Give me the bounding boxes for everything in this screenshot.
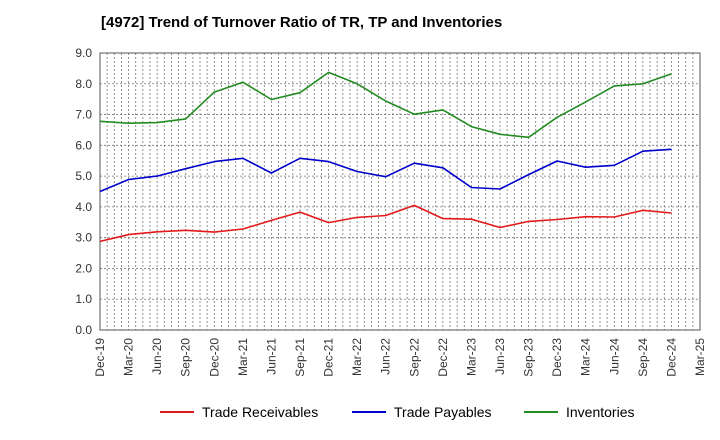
x-tick-label: Sep-21 [293,338,307,377]
y-tick-label: 5.0 [75,169,92,183]
x-tick-label: Sep-23 [522,338,536,377]
y-tick-label: 4.0 [75,200,92,214]
y-tick-label: 3.0 [75,231,92,245]
x-tick-label: Jun-22 [379,338,393,375]
x-tick-label: Mar-23 [464,338,478,376]
legend-label: Trade Payables [394,404,492,420]
x-tick-label: Dec-22 [436,338,450,377]
grid-layer [99,52,701,331]
x-tick-label: Dec-19 [93,338,107,377]
x-tick-label: Jun-20 [150,338,164,375]
y-tick-label: 7.0 [75,108,92,122]
x-tick-label: Dec-24 [664,338,678,377]
legend-label: Trade Receivables [202,404,319,420]
y-tick-label: 2.0 [75,261,92,275]
x-tick-label: Sep-24 [636,338,650,377]
legend-item-trade-receivables: Trade Receivables [160,404,318,420]
x-tick-label: Jun-21 [264,338,278,375]
x-tick-label: Mar-20 [122,338,136,376]
y-axis: 0.0 1.0 2.0 3.0 4.0 5.0 6.0 7.0 8.0 9.0 [75,46,92,337]
series-line-trade-payables [99,148,672,193]
y-tick-label: 8.0 [75,77,92,91]
x-tick-label: Mar-21 [236,338,250,376]
x-tick-label: Jun-24 [607,338,621,375]
series-line-inventories [99,71,672,139]
legend-swatch-green [524,411,558,413]
x-tick-label: Dec-21 [322,338,336,377]
y-tick-label: 0.0 [75,323,92,337]
y-tick-label: 6.0 [75,138,92,152]
legend-label: Inventories [566,404,635,420]
chart-title: [4972] Trend of Turnover Ratio of TR, TP… [101,14,503,31]
x-tick-label: Mar-22 [350,338,364,376]
series-layer [99,71,672,243]
legend-swatch-red [160,411,194,413]
y-tick-label: 9.0 [75,46,92,60]
series-line-trade-receivables [99,204,672,243]
legend: Trade Receivables Trade Payables Invento… [0,404,720,426]
x-tick-label: Sep-22 [407,338,421,377]
x-tick-label: Jun-23 [493,338,507,375]
legend-item-trade-payables: Trade Payables [352,404,492,420]
x-tick-label: Dec-20 [207,338,221,377]
y-tick-label: 1.0 [75,292,92,306]
x-tick-label: Dec-23 [550,338,564,377]
legend-swatch-blue [352,411,386,413]
x-axis: Dec-19 Mar-20 Jun-20 Sep-20 Dec-20 Mar-21 Jun-… [93,338,707,377]
x-tick-label: Mar-25 [693,338,707,376]
x-tick-label: Mar-24 [579,338,593,376]
x-tick-label: Sep-20 [179,338,193,377]
legend-item-inventories: Inventories [524,404,634,420]
